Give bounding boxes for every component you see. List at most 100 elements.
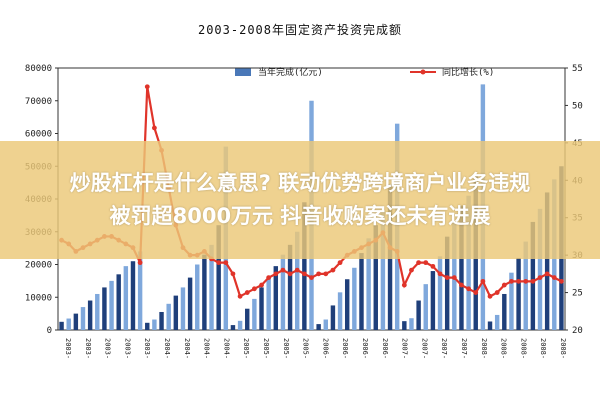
x-tick-label: 2004- xyxy=(163,338,171,359)
bar xyxy=(430,271,436,330)
line-point xyxy=(459,282,464,288)
x-tick-label: 2004- xyxy=(183,338,191,359)
bar xyxy=(145,322,150,330)
x-tick-label: 2008- xyxy=(480,338,488,359)
line-point xyxy=(523,278,529,284)
bar xyxy=(259,287,264,330)
line-point xyxy=(280,267,286,273)
x-tick-label: 2004- xyxy=(222,338,230,359)
x-tick-label: 2003- xyxy=(104,338,112,359)
y-left-tick-label: 80000 xyxy=(25,64,52,74)
y-left-tick-label: 0 xyxy=(47,326,52,336)
bar xyxy=(109,280,114,330)
line-point xyxy=(266,275,272,280)
line-point xyxy=(244,290,250,295)
bar xyxy=(523,241,528,330)
line-point xyxy=(401,282,407,288)
line-point xyxy=(216,260,222,266)
line-point xyxy=(451,275,457,280)
x-tick-label: 2008- xyxy=(539,338,547,359)
bar xyxy=(544,192,550,330)
x-tick-label: 2003- xyxy=(64,338,72,359)
bar xyxy=(444,236,450,330)
bar xyxy=(137,251,143,330)
bar xyxy=(116,274,121,330)
x-tick-label: 2007- xyxy=(420,338,428,359)
bar xyxy=(380,210,386,330)
bar xyxy=(295,231,300,330)
legend-line-label: 同比增长(%) xyxy=(442,66,494,78)
bar xyxy=(494,314,500,330)
bar xyxy=(216,225,221,330)
headline-line-2: 被罚超8000万元 抖音收购案还未有进展 xyxy=(109,204,491,228)
x-tick-label: 2008- xyxy=(500,338,508,359)
bar xyxy=(537,208,543,330)
line-point xyxy=(530,278,536,284)
bar xyxy=(237,320,243,330)
bar xyxy=(73,313,79,330)
line-point xyxy=(487,293,493,299)
bar xyxy=(252,298,257,330)
line-point xyxy=(430,263,436,269)
chart-title: 2003-2008年固定资产投资完成额 xyxy=(198,22,402,37)
line-point xyxy=(516,278,521,284)
bar xyxy=(459,205,464,330)
x-tick-label: 2005- xyxy=(242,338,250,359)
bar xyxy=(409,318,414,330)
line-point xyxy=(494,290,500,295)
y-left-tick-label: 20000 xyxy=(25,261,52,271)
bar xyxy=(187,277,193,330)
x-tick-label: 2005- xyxy=(302,338,310,359)
bar xyxy=(280,254,286,330)
bar xyxy=(487,321,493,330)
bar xyxy=(152,319,157,330)
bar xyxy=(166,303,171,330)
line-point xyxy=(559,278,564,284)
line-point xyxy=(323,271,329,277)
y-left-tick-label: 70000 xyxy=(25,97,52,107)
line-point xyxy=(501,282,507,288)
bar xyxy=(202,254,207,330)
line-point xyxy=(509,278,514,284)
line-point xyxy=(544,271,550,277)
x-tick-label: 2008- xyxy=(559,338,567,359)
y-left-tick-label: 10000 xyxy=(25,293,52,303)
bar xyxy=(516,257,521,330)
line-point xyxy=(444,275,450,280)
bar xyxy=(209,244,214,330)
bar xyxy=(130,261,136,330)
bar xyxy=(352,267,357,330)
x-tick-label: 2003- xyxy=(123,338,131,359)
bar xyxy=(359,253,364,330)
bar xyxy=(530,221,536,330)
line-point xyxy=(337,260,343,266)
bar xyxy=(466,195,471,330)
line-point xyxy=(466,286,471,292)
line-point xyxy=(330,267,336,273)
line-point xyxy=(473,290,479,295)
line-point xyxy=(144,84,150,90)
bar xyxy=(402,321,407,330)
headline-banner: 炒股杠杆是什么意思? 联动优势跨境商户业务违规 被罚超8000万元 抖音收购案还… xyxy=(0,141,600,259)
legend: 当年完成(亿元) 同比增长(%) xyxy=(235,66,494,78)
line-point xyxy=(237,293,243,299)
bar xyxy=(330,305,336,330)
line-point xyxy=(551,275,557,280)
line-point xyxy=(301,271,307,277)
line-point xyxy=(409,267,414,273)
y-right-tick-label: 50 xyxy=(572,101,583,111)
line-point xyxy=(537,275,543,280)
line-point xyxy=(251,286,257,292)
line-point xyxy=(309,275,314,280)
line-point xyxy=(480,278,486,284)
legend-bar-swatch xyxy=(235,68,251,76)
bar xyxy=(373,225,378,330)
bar xyxy=(123,266,129,330)
bar xyxy=(245,308,250,330)
bar xyxy=(337,292,343,330)
bar xyxy=(344,279,350,330)
bar xyxy=(102,287,107,330)
bar xyxy=(273,266,279,330)
